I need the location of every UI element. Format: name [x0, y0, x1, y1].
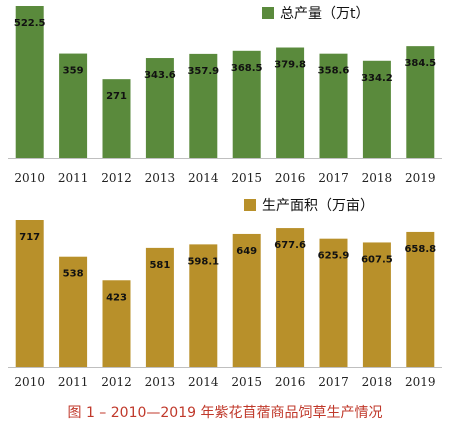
value-label-2011: 538: [63, 269, 84, 280]
x-tick-2015: 2015: [231, 375, 262, 389]
bar-2011: [59, 53, 88, 158]
x-tick-2012: 2012: [101, 171, 132, 185]
panel-total-output: 522.5 2010 359 2011 271 2012 343.6 2013 357.9 201…: [8, 6, 442, 185]
value-label-2018: 607.5: [361, 254, 393, 265]
figure-caption: 图 1 – 2010—2019 年紫花苜蓿商品饲草生产情况: [68, 404, 383, 421]
bar-2016: [276, 228, 305, 367]
value-label-2018: 334.2: [361, 73, 393, 84]
x-tick-2018: 2018: [362, 375, 393, 389]
bar-2015: [232, 233, 261, 367]
bar-2012: [102, 79, 131, 158]
value-label-2010: 717: [19, 232, 40, 243]
x-tick-2019: 2019: [405, 171, 436, 185]
caption-title: 2010—2019 年紫花苜蓿商品饲草生产情况: [111, 404, 383, 421]
bar-2013: [145, 247, 174, 367]
legend-swatch: [244, 199, 256, 211]
value-label-2017: 625.9: [318, 251, 350, 262]
bar-2019: [406, 231, 435, 367]
value-label-2013: 343.6: [144, 70, 176, 81]
value-label-2015: 368.5: [231, 63, 263, 74]
legend-label: 生产面积（万亩）: [262, 197, 374, 214]
bar-2015: [232, 50, 261, 158]
bar-2014: [189, 53, 218, 158]
panel-production-area: 717 2010 538 2011 423 2012 581 2013 598.1 2014 649…: [8, 197, 442, 389]
legend-swatch: [262, 7, 274, 19]
x-tick-2015: 2015: [231, 171, 262, 185]
value-label-2017: 358.6: [318, 66, 350, 77]
bar-2019: [406, 46, 435, 158]
bar-2010: [15, 6, 44, 158]
value-label-2012: 271: [106, 91, 127, 102]
value-label-2013: 581: [149, 260, 170, 271]
x-tick-2012: 2012: [101, 375, 132, 389]
legend-label: 总产量（万t）: [280, 6, 370, 22]
value-label-2014: 357.9: [187, 66, 219, 77]
value-label-2011: 359: [63, 66, 84, 77]
x-tick-2013: 2013: [145, 375, 176, 389]
bar-2012: [102, 280, 131, 367]
x-tick-2011: 2011: [58, 171, 89, 185]
x-tick-2014: 2014: [188, 171, 219, 185]
value-label-2019: 384.5: [404, 58, 436, 69]
bar-2010: [15, 220, 44, 367]
bar-2016: [276, 47, 305, 158]
x-tick-2010: 2010: [14, 375, 45, 389]
x-tick-2016: 2016: [275, 375, 306, 389]
value-label-2019: 658.8: [404, 244, 436, 255]
caption-prefix: 图 1 –: [68, 405, 111, 421]
value-label-2014: 598.1: [187, 256, 219, 267]
x-tick-2017: 2017: [318, 375, 349, 389]
x-tick-2017: 2017: [318, 171, 349, 185]
value-label-2016: 677.6: [274, 240, 306, 251]
bar-2011: [59, 256, 88, 367]
value-label-2015: 649: [236, 246, 257, 257]
bar-2017: [319, 53, 348, 158]
value-label-2010: 522.5: [14, 18, 46, 29]
bar-2013: [145, 58, 174, 158]
bar-2018: [362, 60, 391, 158]
value-label-2012: 423: [106, 292, 127, 303]
value-label-2016: 379.8: [274, 60, 306, 71]
x-tick-2013: 2013: [145, 171, 176, 185]
x-tick-2018: 2018: [362, 171, 393, 185]
bar-2018: [362, 242, 391, 367]
x-tick-2010: 2010: [14, 171, 45, 185]
x-tick-2019: 2019: [405, 375, 436, 389]
x-tick-2016: 2016: [275, 171, 306, 185]
x-tick-2014: 2014: [188, 375, 219, 389]
bar-2014: [189, 244, 218, 367]
x-tick-2011: 2011: [58, 375, 89, 389]
bar-2017: [319, 238, 348, 367]
